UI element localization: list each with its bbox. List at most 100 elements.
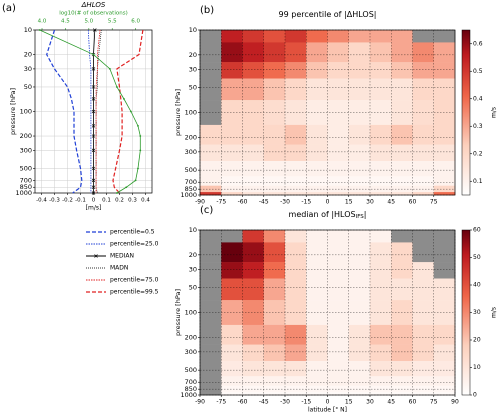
cell bbox=[433, 344, 456, 362]
cell bbox=[391, 242, 413, 263]
y-tick-label: 10 bbox=[24, 26, 32, 34]
chart-title: 99 percentile of |ΔHLOS| bbox=[279, 10, 377, 19]
cell bbox=[412, 376, 435, 386]
cell bbox=[327, 392, 350, 396]
x-tick-label: 30 bbox=[366, 399, 374, 406]
cell bbox=[391, 324, 413, 345]
x2-tick-label: 5.5 bbox=[108, 19, 117, 25]
cell bbox=[370, 192, 392, 196]
cell bbox=[200, 176, 222, 186]
cell bbox=[370, 42, 392, 63]
cell bbox=[306, 124, 328, 145]
cell bbox=[391, 392, 413, 396]
cell bbox=[306, 262, 328, 279]
cell bbox=[391, 78, 413, 101]
cell bbox=[348, 242, 371, 263]
cell bbox=[285, 392, 307, 396]
cell bbox=[433, 176, 456, 186]
cell bbox=[285, 185, 307, 193]
x-tick-label: -0.1 bbox=[75, 198, 86, 204]
cell bbox=[433, 242, 456, 263]
cell bbox=[327, 161, 350, 177]
y-tick-label: 300 bbox=[185, 348, 197, 356]
y-tick-label: 1000 bbox=[180, 391, 197, 399]
cell bbox=[433, 124, 456, 145]
cell bbox=[327, 144, 350, 162]
cell bbox=[306, 161, 328, 177]
x-axis-label: [m/s] bbox=[86, 205, 102, 212]
point bbox=[137, 167, 139, 170]
cell bbox=[370, 144, 392, 162]
cell bbox=[412, 242, 435, 263]
cell bbox=[327, 324, 350, 345]
x2-tick-label: 4.5 bbox=[61, 19, 70, 25]
y-tick-label: 200 bbox=[185, 133, 197, 141]
x2-tick-label: 5.0 bbox=[84, 19, 93, 25]
cell bbox=[242, 42, 265, 63]
y-tick-label: 850 bbox=[185, 385, 197, 393]
colorbar-tick-label: 40 bbox=[473, 282, 481, 289]
point bbox=[137, 124, 139, 127]
colorbar bbox=[461, 29, 471, 196]
legend-label: percentile=99.5 bbox=[110, 289, 159, 296]
cell bbox=[391, 30, 413, 43]
y-tick-label: 20 bbox=[189, 51, 197, 59]
cell bbox=[327, 376, 350, 386]
cell bbox=[200, 262, 222, 279]
cell bbox=[200, 230, 222, 243]
x-tick-label: -45 bbox=[259, 399, 269, 406]
cell bbox=[370, 278, 392, 301]
cell bbox=[242, 376, 265, 386]
y-tick-label: 100 bbox=[185, 309, 197, 317]
cell bbox=[306, 344, 328, 362]
point bbox=[92, 53, 95, 56]
cell bbox=[285, 100, 307, 126]
cell bbox=[391, 192, 413, 196]
y-tick-label: 850 bbox=[185, 185, 197, 193]
x-tick-label: 0.2 bbox=[115, 198, 124, 204]
cell bbox=[370, 376, 392, 386]
x2-tick-label: 6.0 bbox=[131, 19, 140, 25]
cell bbox=[306, 144, 328, 162]
cell bbox=[412, 262, 435, 279]
title-sub: IFS bbox=[356, 214, 365, 220]
cell bbox=[348, 192, 371, 196]
cell bbox=[263, 30, 286, 43]
point bbox=[108, 67, 111, 70]
cell bbox=[391, 344, 413, 362]
cell bbox=[263, 242, 286, 263]
point bbox=[91, 124, 96, 128]
cell bbox=[263, 300, 286, 326]
cell bbox=[412, 278, 435, 301]
cell bbox=[242, 242, 265, 263]
cell bbox=[263, 42, 286, 63]
cell bbox=[285, 361, 307, 377]
cell bbox=[200, 100, 222, 126]
cell bbox=[412, 161, 435, 177]
cell bbox=[433, 42, 456, 63]
cell bbox=[348, 62, 371, 79]
cell bbox=[327, 344, 350, 362]
cell bbox=[327, 262, 350, 279]
cell bbox=[412, 144, 435, 162]
x-tick-label: -90 bbox=[195, 399, 205, 406]
cell bbox=[348, 278, 371, 301]
cell bbox=[370, 262, 392, 279]
panel-label: (b) bbox=[200, 5, 214, 16]
x-tick-label: 60 bbox=[409, 199, 417, 206]
cell bbox=[327, 62, 350, 79]
x-tick-label: 0.4 bbox=[141, 198, 150, 204]
cell bbox=[306, 78, 328, 101]
cell bbox=[412, 124, 435, 145]
x-tick-label: -0.2 bbox=[62, 198, 73, 204]
legend-label: MADN bbox=[110, 265, 128, 272]
cell bbox=[221, 300, 243, 326]
cell bbox=[433, 324, 456, 345]
cell bbox=[263, 324, 286, 345]
cell bbox=[263, 230, 286, 243]
y-tick-label: 700 bbox=[20, 176, 32, 184]
cell bbox=[285, 144, 307, 162]
x-tick-label: 0 bbox=[92, 198, 96, 204]
point bbox=[139, 149, 142, 152]
cell bbox=[200, 242, 222, 263]
